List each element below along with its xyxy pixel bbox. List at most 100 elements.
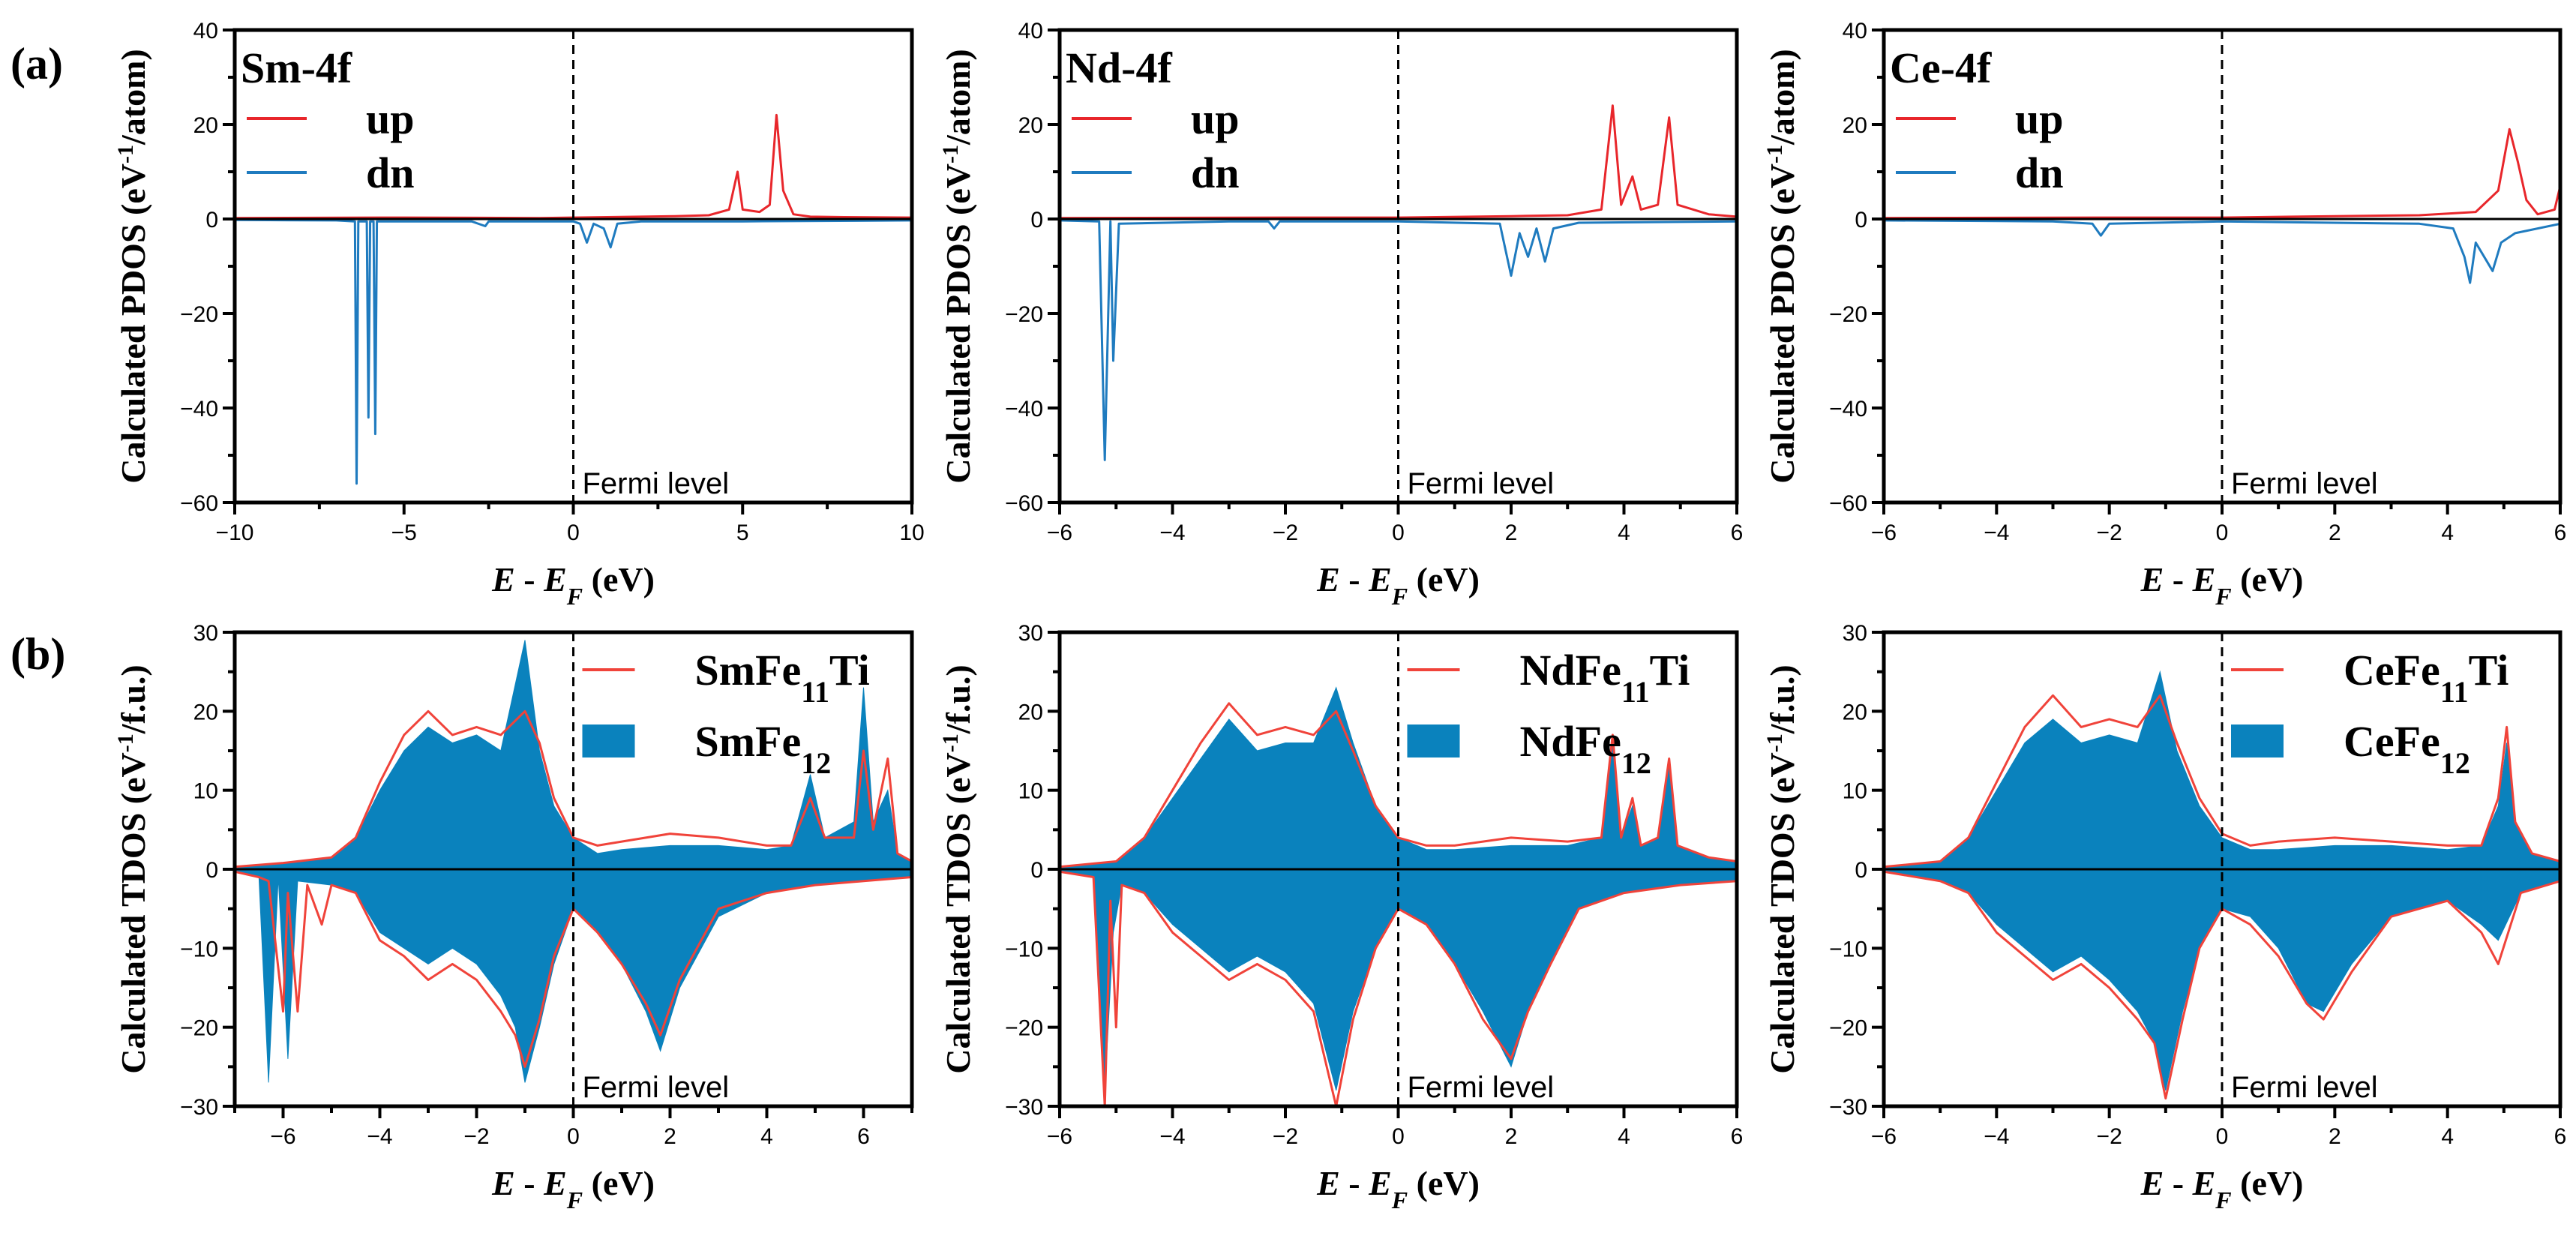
x-axis-title-part: F — [566, 583, 583, 610]
x-tick-label: 4 — [2441, 1124, 2454, 1149]
panel-title: Nd-4f — [1066, 44, 1172, 92]
y-axis-title: Calculated PDOS (eV-1/atom) — [938, 49, 978, 484]
x-tick-label: 6 — [2554, 1124, 2567, 1149]
y-tick-label: −20 — [1829, 302, 1867, 327]
legend-label-suffix: Ti — [2469, 646, 2509, 694]
y-tick-label: 0 — [205, 858, 218, 883]
y-tick-label: −40 — [180, 397, 218, 422]
x-axis-title-part: - — [515, 560, 544, 598]
y-axis-title-part: /atom) — [939, 49, 977, 146]
y-tick-label: 30 — [1018, 621, 1043, 646]
y-tick-label: 0 — [205, 208, 218, 232]
x-tick-label: 4 — [760, 1124, 773, 1149]
y-axis-title-part: /atom) — [1763, 49, 1801, 146]
fermi-level-label: Fermi level — [1408, 467, 1555, 500]
y-tick-label: 0 — [1855, 208, 1867, 232]
y-tick-label: 0 — [1855, 858, 1867, 883]
y-axis-title: Calculated TDOS (eV-1/f.u.) — [113, 664, 153, 1074]
x-axis-title-part: (eV) — [2232, 1164, 2304, 1202]
legend-up-label: up — [2015, 94, 2064, 143]
x-tick-label: −2 — [1273, 1124, 1298, 1149]
x-axis-title-part: E — [2192, 1164, 2216, 1202]
x-axis-title-part: (eV) — [1408, 1164, 1480, 1202]
x-tick-label: 10 — [899, 520, 924, 545]
fermi-level-label: Fermi level — [583, 1071, 730, 1104]
x-tick-label: −4 — [367, 1124, 392, 1149]
row-label-a: (a) — [10, 39, 63, 88]
x-tick-label: −6 — [1871, 520, 1897, 545]
y-tick-label: 10 — [193, 779, 218, 804]
x-tick-label: −6 — [1047, 520, 1072, 545]
series-line-ndfe11ti-up — [1060, 702, 1737, 868]
series-line-dn — [1884, 219, 2560, 284]
x-axis-title: E - EF (eV) — [1316, 560, 1480, 610]
x-tick-label: −4 — [1159, 1124, 1185, 1149]
y-tick-label: 10 — [1843, 779, 1867, 804]
x-tick-label: −6 — [1047, 1124, 1072, 1149]
legend-label-sub: 11 — [801, 675, 829, 709]
legend-label-base: SmFe — [695, 717, 802, 766]
plot-frame — [232, 28, 914, 505]
x-tick-label: 2 — [2329, 1124, 2341, 1149]
y-tick-label: −20 — [180, 1016, 218, 1041]
y-axis-title-part: /atom) — [114, 49, 152, 146]
legend-label-sub: 12 — [801, 746, 831, 780]
x-axis-title-part: E — [1316, 1164, 1340, 1202]
x-axis-title-part: - — [2164, 1164, 2192, 1202]
x-axis-title-part: F — [1391, 583, 1408, 610]
y-axis-title-part: Calculated TDOS (eV — [114, 752, 152, 1074]
x-tick-label: 0 — [567, 1124, 580, 1149]
x-axis-title-part: - — [1340, 560, 1369, 598]
x-tick-label: 0 — [1392, 1124, 1405, 1149]
y-axis-title: Calculated PDOS (eV-1/atom) — [1762, 49, 1802, 484]
x-tick-label: 2 — [664, 1124, 676, 1149]
y-axis-title: Calculated TDOS (eV-1/f.u.) — [938, 664, 978, 1074]
y-axis-title-sup: -1 — [113, 734, 138, 752]
y-tick-label: 0 — [1030, 858, 1043, 883]
plot-frame — [1057, 28, 1739, 505]
legend-label: CeFe12 — [2344, 717, 2470, 780]
series-line-ndfe11ti-dn — [1060, 870, 1737, 1106]
x-tick-label: −2 — [1273, 520, 1298, 545]
legend-label: NdFe11Ti — [1520, 646, 1690, 709]
y-tick-label: −10 — [1005, 937, 1043, 962]
x-tick-label: −2 — [2097, 1124, 2122, 1149]
x-axis-title: E - EF (eV) — [491, 560, 655, 610]
series-line-cefe11ti-dn — [1884, 870, 2560, 1100]
x-tick-label: 0 — [567, 520, 580, 545]
y-axis-title-sup: -1 — [938, 145, 963, 164]
y-tick-label: −60 — [1829, 491, 1867, 516]
y-tick-label: −30 — [1829, 1095, 1867, 1120]
y-tick-label: −60 — [1005, 491, 1043, 516]
x-axis-title-part: - — [515, 1164, 544, 1202]
y-axis-title-part: Calculated PDOS (eV — [1763, 164, 1801, 484]
series-line-up — [1060, 104, 1737, 220]
y-tick-label: 20 — [1018, 113, 1043, 138]
y-axis-title-sup: -1 — [1762, 734, 1787, 752]
x-tick-label: 0 — [2216, 520, 2229, 545]
y-tick-label: 40 — [1018, 19, 1043, 44]
x-axis-title-part: E — [2192, 560, 2216, 598]
plot-area — [1884, 670, 2560, 1100]
legend-swatch-fill — [1407, 724, 1460, 758]
y-axis-title-part: /f.u.) — [939, 664, 977, 734]
x-tick-label: 2 — [1505, 520, 1518, 545]
y-tick-label: 20 — [1843, 700, 1867, 724]
x-tick-label: −10 — [216, 520, 254, 545]
legend-label-suffix: Ti — [829, 646, 870, 694]
legend-label-base: NdFe — [1520, 717, 1621, 766]
x-axis-title-part: F — [2215, 583, 2231, 610]
legend-dn-label: dn — [1191, 148, 1240, 197]
y-tick-label: −20 — [1005, 302, 1043, 327]
legend-label-base: SmFe — [695, 646, 802, 694]
y-axis-title: Calculated PDOS (eV-1/atom) — [113, 49, 153, 484]
x-axis-title-part: E — [491, 560, 515, 598]
x-tick-label: −2 — [463, 1124, 489, 1149]
y-axis-title: Calculated TDOS (eV-1/f.u.) — [1762, 664, 1802, 1074]
x-axis-title-part: E — [1368, 560, 1392, 598]
